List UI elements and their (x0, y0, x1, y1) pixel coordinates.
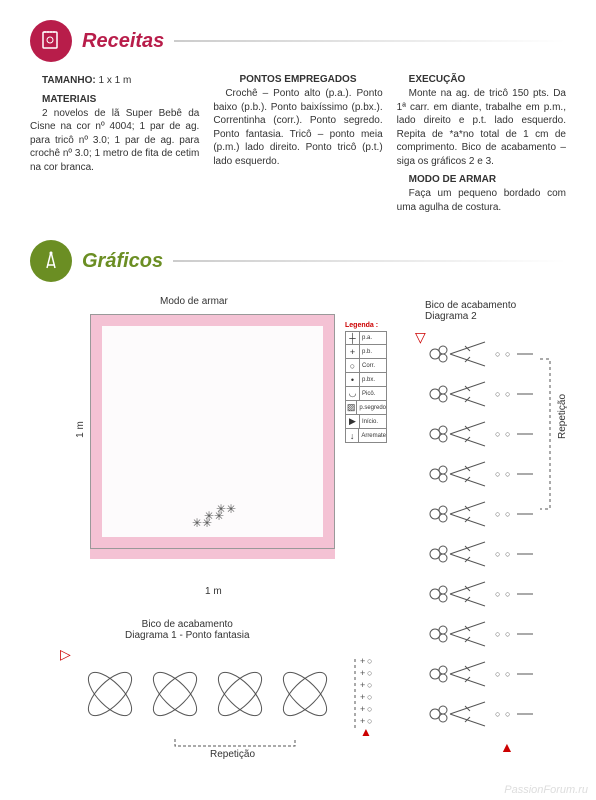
svg-text:○: ○ (367, 680, 372, 690)
header-line (174, 40, 566, 42)
diagram-1: ▷+○+○+○+○+○+○▲Repetição (55, 644, 385, 759)
svg-text:○: ○ (367, 692, 372, 702)
receitas-header: Receitas (30, 20, 566, 62)
legend-row: ▶Início. (345, 415, 387, 429)
svg-text:Repetição: Repetição (210, 749, 255, 760)
svg-text:▲: ▲ (500, 739, 514, 755)
svg-text:○: ○ (505, 709, 510, 719)
diagram-area: Modo de armar 1 m 1 m ✳✳ ✳✳✳✳ Legenda : … (30, 294, 566, 764)
svg-text:○: ○ (495, 509, 500, 519)
modo-heading: MODO DE ARMAR (397, 174, 566, 185)
svg-text:○: ○ (505, 349, 510, 359)
legend-row: +p.b. (345, 345, 387, 359)
text-columns: TAMANHO: 1 x 1 m MATERIAIS 2 novelos de … (30, 74, 566, 220)
svg-text:○: ○ (505, 389, 510, 399)
legend-symbol: ○ (346, 359, 360, 372)
tamanho-value: 1 x 1 m (96, 75, 132, 86)
svg-text:○: ○ (505, 589, 510, 599)
watermark: PassionForum.ru (504, 784, 588, 796)
svg-text:Repetição: Repetição (557, 394, 568, 439)
svg-text:○: ○ (495, 589, 500, 599)
svg-text:○: ○ (367, 668, 372, 678)
legend-symbol: • (346, 373, 360, 386)
materiais-text: 2 novelos de lã Super Bebê da Cisne na c… (30, 107, 199, 175)
materiais-heading: MATERIAIS (30, 94, 199, 105)
svg-text:○: ○ (505, 429, 510, 439)
svg-text:○: ○ (495, 429, 500, 439)
svg-text:○: ○ (495, 349, 500, 359)
legend-title: Legenda : (345, 322, 387, 329)
legend-box: Legenda : ┼p.a.+p.b.○Corr.•p.bx.◡Picô.▨p… (345, 322, 387, 443)
svg-text:▽: ▽ (415, 329, 426, 345)
svg-text:○: ○ (505, 509, 510, 519)
dimension-vertical: 1 m (75, 421, 86, 438)
legend-symbol: ▨ (346, 401, 357, 414)
legend-symbol: ◡ (346, 387, 360, 400)
graficos-icon (30, 240, 72, 282)
legend-symbol: ▶ (346, 415, 360, 428)
legend-text: Corr. (360, 363, 386, 369)
legend-row: •p.bx. (345, 373, 387, 387)
legend-text: Picô. (360, 391, 386, 397)
svg-text:○: ○ (505, 549, 510, 559)
legend-text: p.segredo (357, 405, 386, 411)
svg-text:▷: ▷ (60, 646, 71, 662)
svg-text:○: ○ (505, 469, 510, 479)
dimension-horizontal: 1 m (205, 586, 222, 597)
legend-row: ◡Picô. (345, 387, 387, 401)
legend-text: p.bx. (360, 377, 386, 383)
receitas-title: Receitas (82, 30, 164, 53)
modo-armar-label: Modo de armar (160, 296, 228, 307)
pontos-heading: PONTOS EMPREGADOS (213, 74, 382, 85)
exec-text: Monte na ag. de tricô 150 pts. Da 1ª car… (397, 87, 566, 168)
svg-text:+: + (360, 656, 365, 666)
legend-text: Arremate (359, 433, 386, 439)
legend-text: Início. (360, 419, 386, 425)
embroidery-marks: ✳✳ ✳✳✳✳ (192, 506, 236, 528)
svg-text:▲: ▲ (360, 725, 372, 739)
svg-text:○: ○ (367, 656, 372, 666)
graficos-header: Gráficos (30, 240, 566, 282)
svg-text:○: ○ (505, 669, 510, 679)
legend-text: p.b. (360, 349, 386, 355)
legend-row: ┼p.a. (345, 331, 387, 345)
svg-text:○: ○ (495, 669, 500, 679)
legend-row: ○Corr. (345, 359, 387, 373)
svg-text:○: ○ (495, 629, 500, 639)
graficos-title: Gráficos (82, 250, 163, 273)
modo-text: Faça um pequeno bordado com uma agulha d… (397, 187, 566, 214)
legend-row: ▨p.segredo (345, 401, 387, 415)
svg-text:○: ○ (495, 389, 500, 399)
legend-text: p.a. (360, 335, 386, 341)
tamanho-label: TAMANHO: (42, 75, 96, 86)
svg-text:+: + (360, 680, 365, 690)
header-line-2 (173, 260, 566, 262)
svg-text:○: ○ (367, 704, 372, 714)
svg-text:○: ○ (495, 469, 500, 479)
pontos-text: Crochê – Ponto alto (p.a.). Ponto baixo … (213, 87, 382, 168)
diagram2-label: Bico de acabamento Diagrama 2 (425, 300, 516, 322)
col-3: EXECUÇÃO Monte na ag. de tricô 150 pts. … (397, 74, 566, 220)
legend-symbol: + (346, 345, 360, 358)
diagram1-label: Bico de acabamento Diagrama 1 - Ponto fa… (125, 619, 250, 641)
legend-symbol: ┼ (346, 332, 360, 344)
svg-text:○: ○ (505, 629, 510, 639)
exec-heading: EXECUÇÃO (397, 74, 566, 85)
svg-text:○: ○ (495, 709, 500, 719)
diagram-2: ▽ ○ ○ ○ ○ ○ ○ ○ ○ ○ ○ ○ ○ ○ ○ ○ ○ ○ ○ ○ ○ Repetição ▲ (405, 324, 580, 754)
svg-text:+: + (360, 704, 365, 714)
pink-frame: ✳✳ ✳✳✳✳ (90, 314, 335, 559)
legend-row: ↓Arremate (345, 429, 387, 443)
col-2: PONTOS EMPREGADOS Crochê – Ponto alto (p… (213, 74, 382, 220)
col-1: TAMANHO: 1 x 1 m MATERIAIS 2 novelos de … (30, 74, 199, 220)
legend-symbol: ↓ (346, 429, 359, 442)
svg-text:+: + (360, 668, 365, 678)
receitas-icon (30, 20, 72, 62)
svg-text:+: + (360, 692, 365, 702)
svg-text:○: ○ (495, 549, 500, 559)
